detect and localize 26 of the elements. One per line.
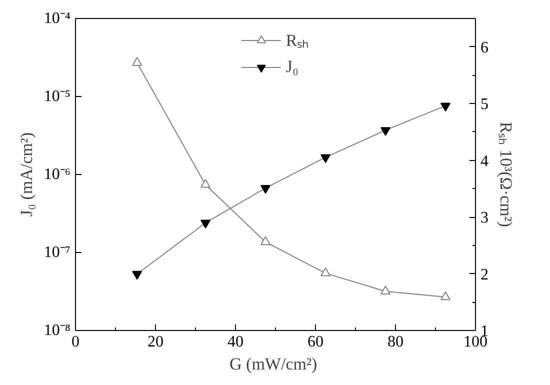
y-tick-label: 10⁻⁶ [44,166,70,183]
x-tick-label: 20 [148,334,164,350]
x-tick-label: 0 [72,334,80,350]
y-tick-label: 10⁻⁴ [44,10,71,27]
y2-axis-title: Rₛₕ 10³(Ω·cm²) [496,122,516,228]
point [320,154,330,164]
y-tick-label: 10⁻⁵ [44,88,70,105]
legend-label: Rₛₕ [286,30,310,51]
point [380,127,390,136]
y2-tick-label: 3 [480,210,488,227]
point [260,184,270,194]
y-tick-label: 10⁻⁸ [44,322,70,339]
y-axis-title: J₀ (mA/cm²) [16,132,36,217]
point [132,270,142,280]
y2-tick-label: 5 [480,96,488,114]
point [440,102,450,112]
x-tick-label: 80 [388,334,404,350]
y2-tick-label: 6 [480,39,488,56]
y-tick-label: 10⁻⁷ [44,244,70,261]
point [200,220,210,229]
x-tick-label: 40 [228,334,244,350]
x-axis-title: G (mW/cm²) [230,354,318,374]
y2-tick-label: 2 [480,266,488,284]
y2-tick-label: 4 [480,152,488,170]
x-tick-label: 60 [308,334,324,350]
legend-label: J₀ [286,57,300,77]
